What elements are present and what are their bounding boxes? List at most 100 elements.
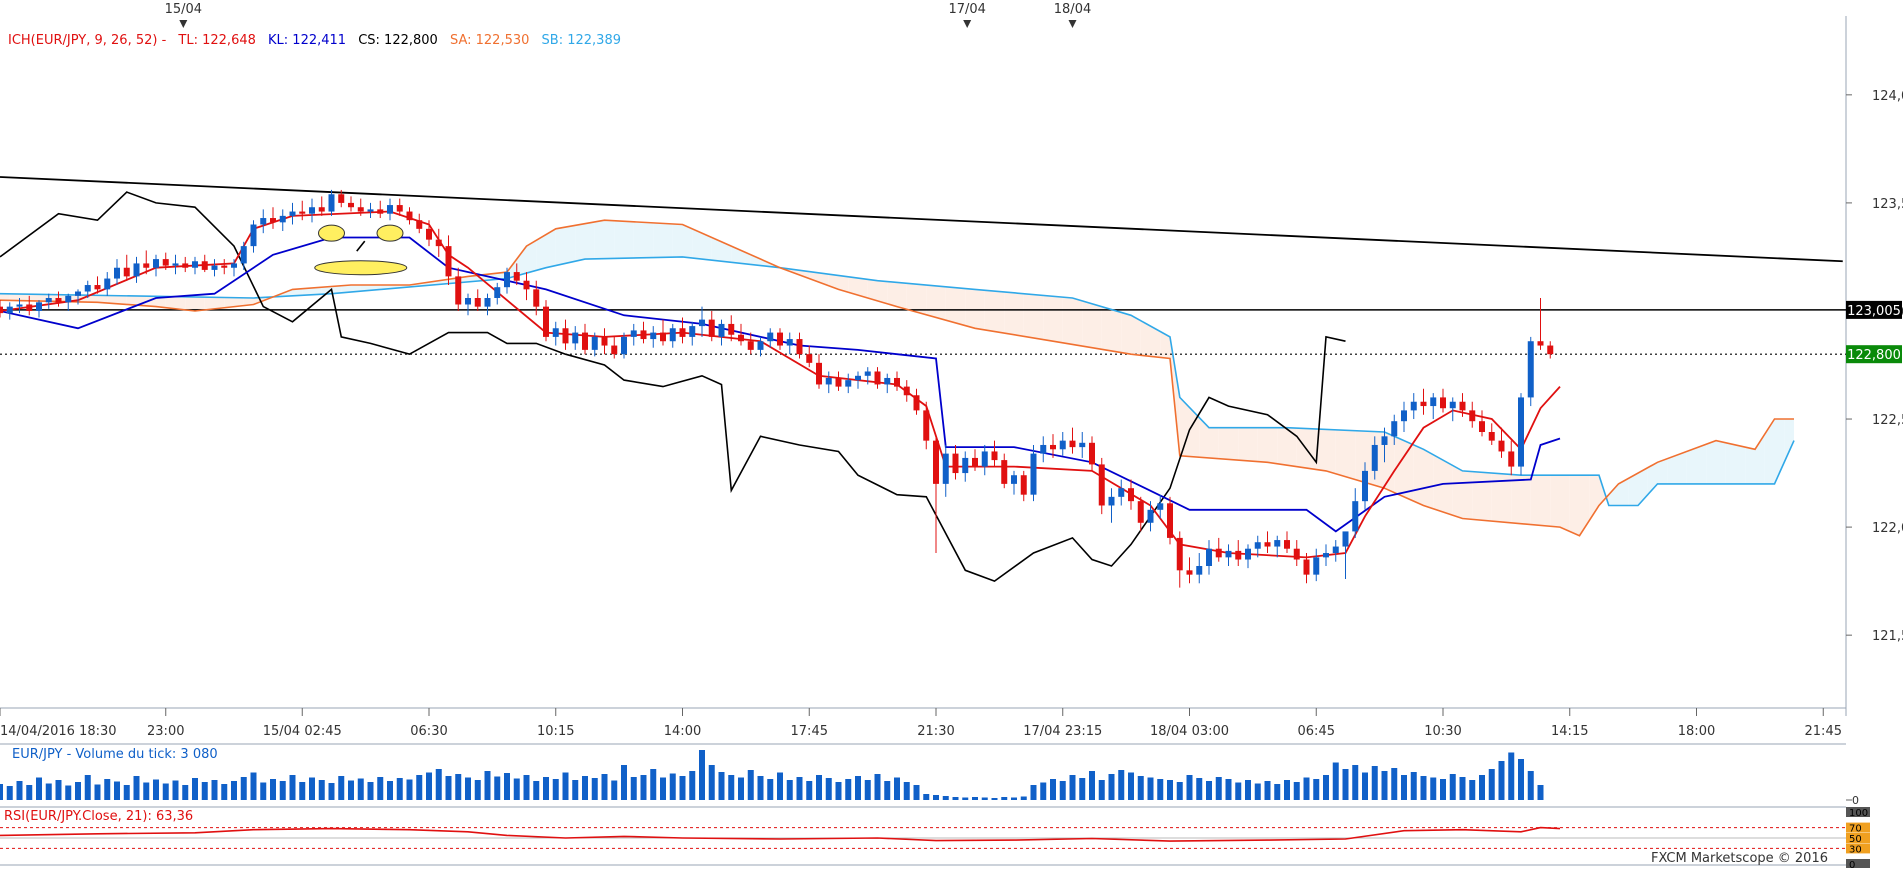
volume-bar bbox=[338, 776, 345, 800]
cloud-segment bbox=[117, 295, 127, 305]
candle-body bbox=[1508, 451, 1515, 467]
cloud-segment bbox=[175, 296, 186, 310]
volume-bar bbox=[972, 797, 978, 800]
volume-bar bbox=[1284, 780, 1290, 800]
volume-bar bbox=[162, 783, 169, 800]
candle-body bbox=[192, 261, 198, 268]
cloud-segment bbox=[29, 294, 39, 302]
volume-bar bbox=[143, 782, 150, 800]
cloud-segment bbox=[1472, 471, 1482, 521]
candle-body bbox=[1284, 540, 1290, 549]
cloud-segment bbox=[1121, 312, 1131, 355]
candle-body bbox=[1235, 550, 1242, 560]
x-tick-label: 06:30 bbox=[410, 724, 447, 739]
candle-body bbox=[1206, 548, 1212, 566]
candle-body bbox=[1323, 553, 1329, 558]
volume-bar bbox=[367, 782, 374, 800]
chikou-span-line bbox=[0, 191, 1346, 582]
candle-body bbox=[689, 326, 696, 337]
volume-bar bbox=[640, 775, 647, 800]
volume-bar bbox=[6, 786, 13, 800]
candle-body bbox=[1225, 550, 1232, 558]
cloud-segment bbox=[955, 287, 966, 326]
cloud-segment bbox=[1452, 465, 1463, 519]
volume-bar bbox=[348, 780, 354, 800]
cloud-segment bbox=[1638, 467, 1648, 506]
volume-bar bbox=[406, 779, 413, 800]
candle-body bbox=[396, 205, 403, 212]
candle-body bbox=[153, 259, 159, 268]
volume-bar bbox=[855, 776, 861, 800]
volume-bar bbox=[825, 778, 832, 800]
cloud-segment bbox=[702, 233, 712, 261]
x-tick-label: 21:30 bbox=[917, 724, 954, 739]
cloud-segment bbox=[1092, 303, 1102, 350]
volume-bar bbox=[1137, 776, 1144, 800]
cloud-segment bbox=[1423, 449, 1434, 509]
volume-zero-label: 0 bbox=[1852, 794, 1859, 807]
rsi-level-badge bbox=[1846, 822, 1870, 833]
cloud-segment bbox=[1150, 326, 1161, 358]
cloud-segment bbox=[312, 287, 322, 295]
volume-bar bbox=[172, 780, 179, 800]
volume-bar bbox=[767, 779, 774, 800]
candle-body bbox=[1391, 421, 1398, 437]
candle-body bbox=[16, 304, 23, 307]
volume-bar bbox=[55, 780, 62, 800]
volume-bar bbox=[465, 777, 471, 800]
cloud-segment bbox=[214, 297, 225, 309]
candle-body bbox=[591, 336, 598, 350]
volume-bar bbox=[1352, 765, 1359, 800]
volume-bar bbox=[250, 772, 257, 800]
candle-body bbox=[1245, 548, 1251, 560]
candle-body bbox=[533, 289, 540, 307]
candle-body bbox=[504, 272, 510, 288]
cloud-segment bbox=[1628, 473, 1638, 506]
cloud-segment bbox=[1482, 472, 1492, 522]
candle-body bbox=[26, 304, 33, 311]
volume-bar bbox=[1254, 783, 1261, 800]
candle-body bbox=[699, 319, 705, 327]
highlight-dash bbox=[356, 240, 366, 252]
header-tl: TL: 122,648 bbox=[177, 33, 255, 48]
volume-bar bbox=[572, 780, 579, 800]
cloud-segment bbox=[9, 293, 20, 301]
cloud-segment bbox=[555, 227, 566, 266]
candle-body bbox=[279, 215, 286, 223]
cloud-segment bbox=[1004, 291, 1014, 335]
volume-bar bbox=[591, 778, 598, 800]
volume-bar bbox=[192, 778, 198, 800]
header-kl: KL: 122,411 bbox=[268, 33, 346, 48]
cloud-segment bbox=[1257, 427, 1268, 463]
candle-body bbox=[338, 194, 345, 203]
cloud-segment bbox=[799, 270, 810, 279]
candle-body bbox=[923, 410, 930, 441]
volume-bar bbox=[1118, 770, 1125, 800]
candle-body bbox=[1498, 440, 1505, 452]
candle-body bbox=[182, 263, 189, 268]
volume-bar bbox=[1079, 778, 1086, 800]
cloud-segment bbox=[750, 254, 761, 266]
volume-bar bbox=[816, 775, 822, 800]
volume-bar bbox=[864, 780, 871, 800]
volume-bar bbox=[260, 782, 267, 800]
volume-bar bbox=[1001, 797, 1008, 800]
volume-bar bbox=[689, 771, 696, 800]
candle-body bbox=[738, 334, 744, 342]
rsi-level-badge bbox=[1846, 859, 1870, 869]
candle-body bbox=[309, 207, 315, 214]
event-marker-label: 17/04 bbox=[948, 2, 985, 17]
candle-body bbox=[1147, 509, 1154, 523]
volume-bar bbox=[211, 780, 218, 800]
candle-body bbox=[981, 451, 988, 467]
candle-body bbox=[484, 298, 491, 307]
cloud-segment bbox=[1725, 442, 1736, 484]
candle-body bbox=[786, 339, 793, 346]
cloud-segment bbox=[926, 285, 936, 318]
cloud-segment bbox=[1248, 427, 1258, 462]
volume-bar bbox=[669, 773, 676, 800]
candle-body bbox=[406, 211, 413, 221]
candle-body bbox=[1079, 442, 1086, 448]
volume-bar bbox=[65, 785, 72, 800]
